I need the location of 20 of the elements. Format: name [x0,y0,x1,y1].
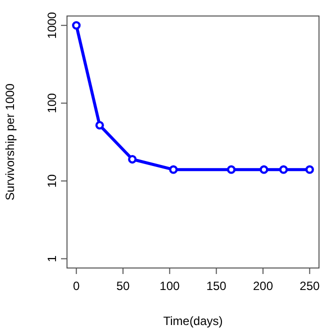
point [226,165,236,174]
x-tick-label: 0 [72,279,80,293]
y-tick-label: 1000 [45,12,59,39]
point [72,21,81,30]
y-tick-label: 100 [45,92,59,114]
x-tick-label: 150 [206,279,227,293]
x-tick-label: 200 [252,279,274,293]
point [128,154,137,164]
point [305,165,314,174]
x-axis-title: Time(days) [163,314,223,328]
point [260,165,268,174]
x-tick-label: 250 [300,279,320,293]
y-tick-label: 1 [45,255,59,262]
x-tick-label: 50 [116,279,130,293]
point [95,120,104,130]
point [279,165,288,174]
y-axis-title: Survivorship per 1000 [3,83,17,200]
point [169,165,178,174]
x-tick-label: 100 [160,279,180,293]
y-tick-label: 10 [45,174,59,188]
